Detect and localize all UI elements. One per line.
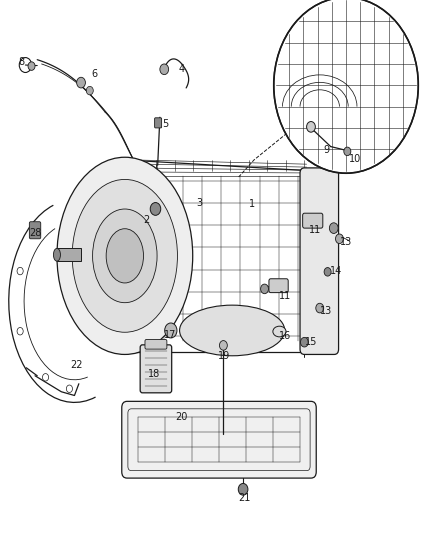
FancyBboxPatch shape [57,248,81,261]
Circle shape [274,0,418,173]
Text: 10: 10 [349,154,361,164]
Circle shape [28,62,35,70]
Text: 17: 17 [164,330,176,340]
Circle shape [261,284,268,294]
Text: 11: 11 [309,225,321,235]
Ellipse shape [106,229,144,283]
FancyBboxPatch shape [155,118,162,128]
Circle shape [42,374,49,381]
Circle shape [238,483,248,495]
Text: 13: 13 [340,237,352,247]
Circle shape [77,77,85,88]
Ellipse shape [72,180,177,332]
Text: 21: 21 [238,494,251,503]
FancyBboxPatch shape [122,401,316,478]
FancyBboxPatch shape [300,168,339,354]
Circle shape [329,223,338,233]
Text: 16: 16 [279,331,291,341]
Text: 13: 13 [320,306,332,316]
FancyBboxPatch shape [269,279,288,293]
Circle shape [17,268,23,275]
Circle shape [165,323,177,338]
Ellipse shape [92,209,157,303]
FancyBboxPatch shape [140,345,172,393]
Text: 14: 14 [330,266,343,276]
Text: 22: 22 [71,360,83,370]
FancyBboxPatch shape [145,340,167,349]
Text: 19: 19 [218,351,230,361]
Circle shape [307,122,315,132]
Ellipse shape [180,305,285,356]
Ellipse shape [273,326,286,337]
Text: 18: 18 [148,369,160,379]
Circle shape [34,230,40,238]
Circle shape [86,86,93,95]
Text: 1: 1 [249,199,255,208]
Ellipse shape [53,248,60,261]
Circle shape [219,341,227,350]
Circle shape [300,337,308,347]
Circle shape [66,385,72,392]
Circle shape [17,327,23,335]
Ellipse shape [57,157,193,354]
FancyBboxPatch shape [303,213,323,228]
Circle shape [324,268,331,276]
Text: 20: 20 [176,412,188,422]
Text: 2: 2 [144,215,150,224]
Text: 8: 8 [18,58,24,67]
Circle shape [344,147,351,156]
Text: 3: 3 [196,198,202,207]
Circle shape [150,203,161,215]
Text: 15: 15 [305,337,317,347]
Circle shape [316,303,324,313]
Text: 11: 11 [279,291,291,301]
FancyBboxPatch shape [29,222,41,239]
Text: 4: 4 [179,64,185,74]
Circle shape [336,234,343,244]
Text: 28: 28 [30,229,42,238]
Text: 9: 9 [323,146,329,155]
Text: 5: 5 [162,119,169,128]
Circle shape [160,64,169,75]
Text: 6: 6 [91,69,97,78]
